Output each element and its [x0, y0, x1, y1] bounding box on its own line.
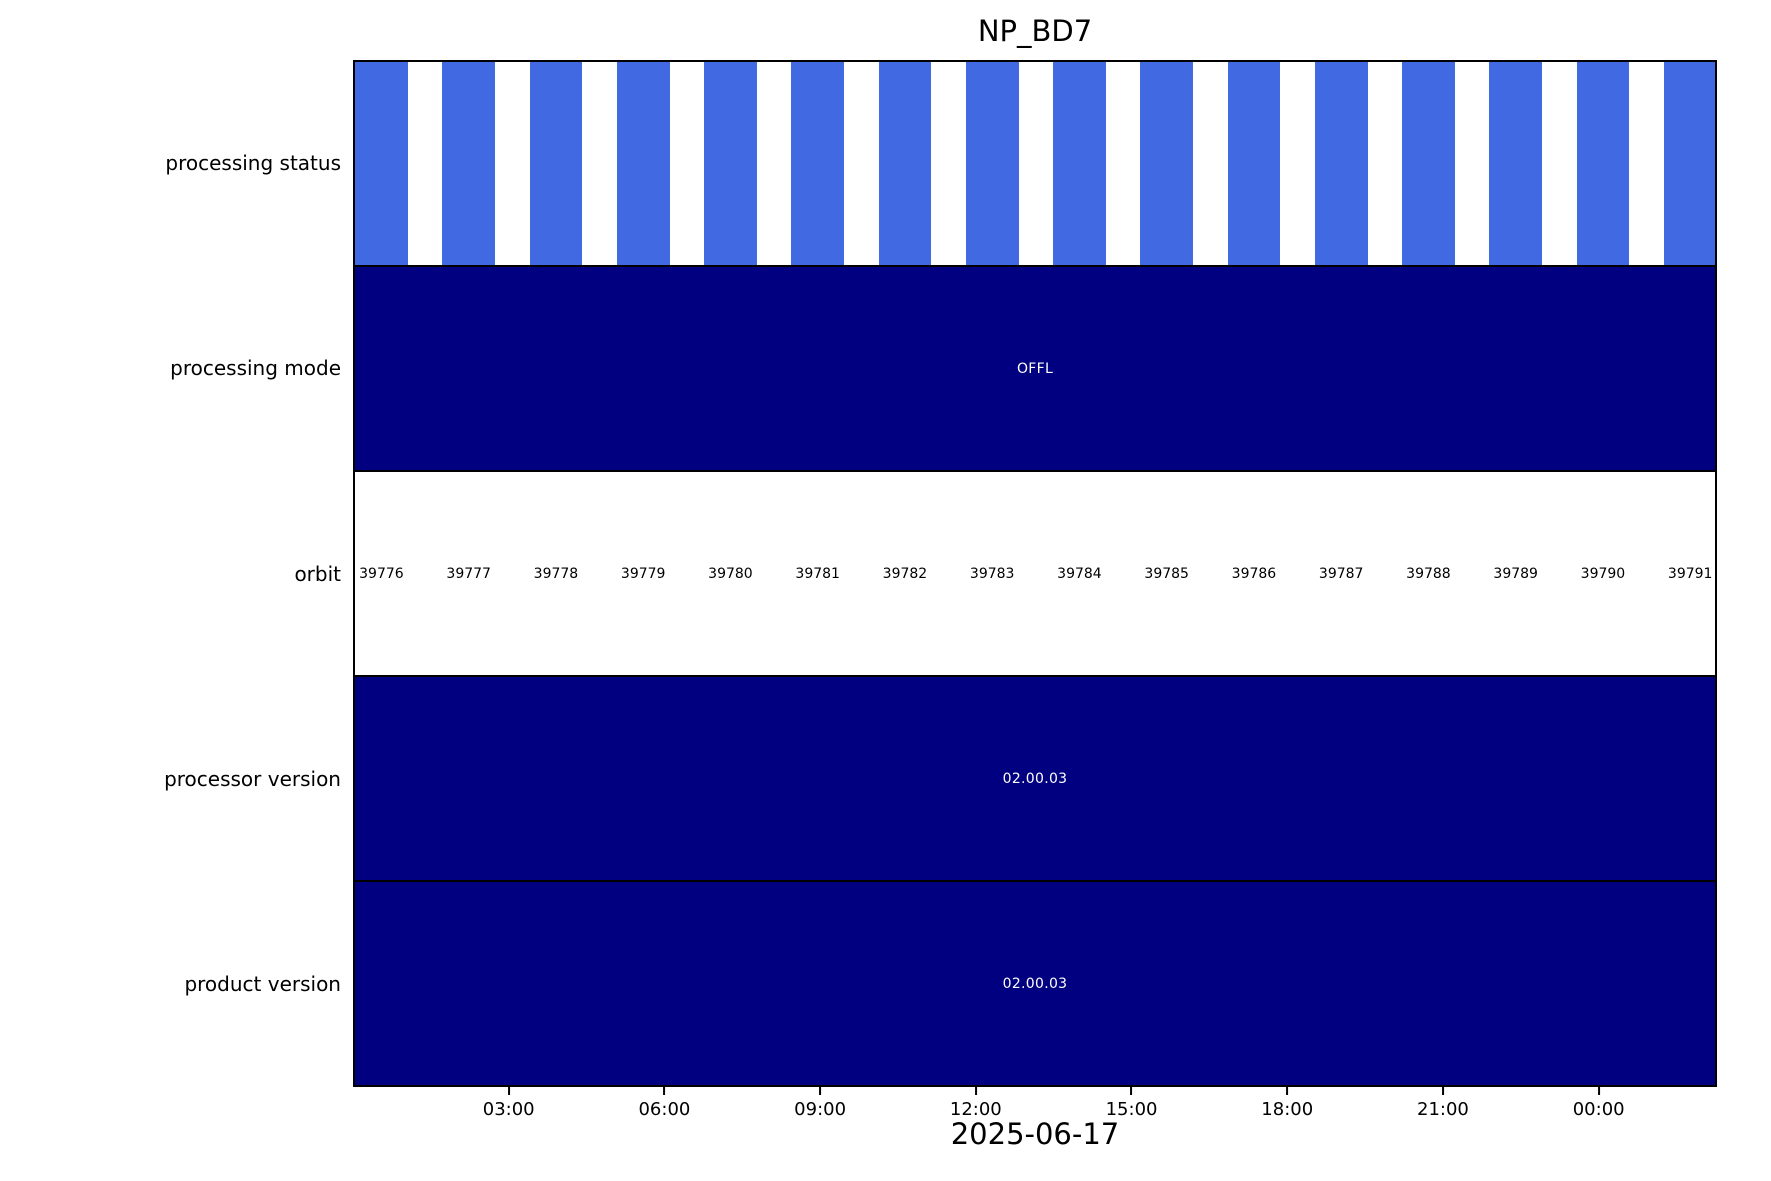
band-value-product-version: 02.00.03 [1002, 975, 1068, 992]
status-bar-orbit-39776 [355, 62, 408, 265]
orbit-number-label: 39786 [1231, 565, 1277, 582]
tick-mark [507, 1087, 510, 1095]
x-tick-0900: 09:00 [794, 1087, 846, 1120]
tick-mark [1286, 1087, 1289, 1095]
x-tick-0600: 06:00 [638, 1087, 690, 1120]
x-tick-label: 03:00 [482, 1099, 535, 1120]
row-processing-mode: OFFL [355, 265, 1715, 470]
x-tick-label: 15:00 [1105, 1099, 1158, 1120]
status-bar-orbit-39782 [878, 62, 932, 265]
x-tick-label: 18:00 [1261, 1099, 1314, 1120]
status-bar-orbit-39788 [1402, 62, 1455, 265]
plot-area: OFFL 39776 39777 39778 39779 39780 39781 39782 3… [353, 60, 1717, 1087]
x-tick-label: 06:00 [638, 1099, 691, 1120]
orbit-number-label: 39784 [1057, 565, 1102, 582]
orbit-number-label: 39791 [1667, 565, 1713, 582]
orbit-number-label: 39789 [1493, 565, 1538, 582]
orbit-number-label: 39788 [1406, 565, 1451, 582]
row-processor-version: 02.00.03 [355, 675, 1715, 880]
orbit-number-label: 39785 [1144, 565, 1189, 582]
x-tick-label: 12:00 [949, 1099, 1002, 1120]
y-tick-label-processor-version: processor version [164, 766, 341, 791]
orbit-number-label: 39776 [359, 565, 404, 582]
orbit-number-label: 39780 [708, 565, 753, 582]
orbit-number-label: 39779 [620, 565, 666, 582]
row-processing-status [355, 62, 1715, 265]
orbit-number-label: 39782 [882, 565, 928, 582]
status-bar-orbit-39778 [529, 62, 583, 265]
status-bar-orbit-39789 [1489, 62, 1543, 265]
x-tick-1200: 12:00 [950, 1087, 1002, 1120]
status-bar-orbit-39780 [704, 62, 757, 265]
chart-title: NP_BD7 [977, 14, 1093, 48]
tick-mark [819, 1087, 822, 1095]
x-tick-0300: 03:00 [483, 1087, 535, 1120]
y-tick-label-processing-mode: processing mode [170, 356, 341, 381]
status-bar-orbit-39784 [1053, 62, 1106, 265]
tick-mark [1441, 1087, 1444, 1095]
band-value-processing-mode: OFFL [1016, 360, 1054, 377]
status-bar-orbit-39786 [1227, 62, 1281, 265]
orbit-number-label: 39790 [1580, 565, 1626, 582]
orbit-number-label: 39777 [446, 565, 491, 582]
status-bar-orbit-39791 [1663, 62, 1715, 265]
status-bar-orbit-39777 [442, 62, 496, 265]
status-bar-orbit-39785 [1140, 62, 1194, 265]
orbit-number-label: 39787 [1318, 565, 1364, 582]
status-bar-orbit-39781 [791, 62, 845, 265]
x-axis-date-label: 2025-06-17 [950, 1117, 1120, 1151]
x-tick-2100: 21:00 [1417, 1087, 1469, 1120]
x-tick-label: 09:00 [794, 1099, 847, 1120]
tick-mark [974, 1087, 977, 1095]
x-tick-0000: 00:00 [1573, 1087, 1625, 1120]
x-tick-label: 21:00 [1417, 1099, 1469, 1120]
x-axis: 03:00 06:00 09:00 12:00 15:00 18:00 21:00 00:00 [353, 1087, 1717, 1131]
y-tick-label-processing-status: processing status [165, 150, 341, 175]
orbit-number-label: 39783 [969, 565, 1015, 582]
status-bar-orbit-39790 [1576, 62, 1630, 265]
status-bar-orbit-39783 [965, 62, 1019, 265]
tick-mark [663, 1087, 666, 1095]
orbit-number-label: 39778 [533, 565, 579, 582]
status-bar-orbit-39779 [616, 62, 670, 265]
y-tick-label-product-version: product version [184, 972, 341, 997]
tick-mark [1130, 1087, 1133, 1095]
y-axis-labels: processing status processing mode orbit pro… [0, 60, 347, 1087]
orbit-number-label: 39781 [795, 565, 840, 582]
x-tick-1500: 15:00 [1105, 1087, 1158, 1120]
x-tick-label: 00:00 [1572, 1099, 1625, 1120]
x-tick-1800: 18:00 [1261, 1087, 1313, 1120]
tick-mark [1597, 1087, 1600, 1095]
row-orbit: 39776 39777 39778 39779 39780 39781 39782 39783… [355, 470, 1715, 675]
status-bar-orbit-39787 [1314, 62, 1368, 265]
y-tick-label-orbit: orbit [294, 561, 341, 586]
row-product-version: 02.00.03 [355, 880, 1715, 1085]
band-value-processor-version: 02.00.03 [1002, 770, 1068, 787]
